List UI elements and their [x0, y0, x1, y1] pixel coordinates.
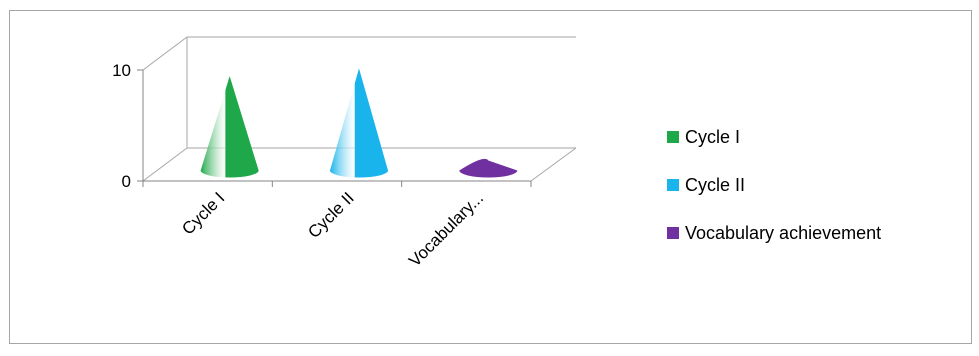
legend-item: Cycle I	[667, 127, 740, 147]
legend-swatch	[667, 131, 679, 143]
cone-bar	[330, 68, 388, 178]
cone-body	[459, 158, 518, 178]
cone-body	[330, 68, 388, 178]
legend-swatch	[667, 179, 679, 191]
legend-item: Cycle II	[667, 175, 745, 195]
y-tick-label: 10	[112, 61, 131, 80]
cone-bar	[459, 158, 518, 178]
legend-label: Cycle II	[685, 175, 745, 195]
legend-label: Vocabulary achievement	[685, 223, 881, 243]
cone-bar	[200, 76, 259, 178]
legend-label: Cycle I	[685, 127, 740, 147]
floor-edge	[530, 147, 577, 182]
cone-body	[200, 76, 259, 178]
legend-item: Vocabulary achievement	[667, 223, 881, 243]
y-tick-label: 0	[122, 172, 131, 191]
legend-swatch	[667, 227, 679, 239]
